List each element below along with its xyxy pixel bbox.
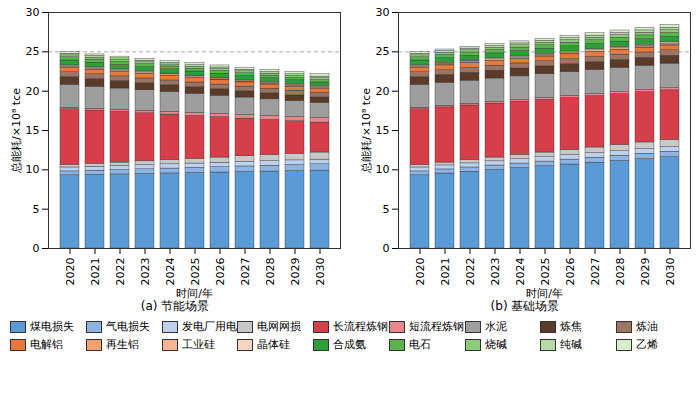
- html-text:电网网损: 电网网损: [257, 320, 302, 333]
- svg-text:2021: 2021: [439, 258, 452, 286]
- svg-text:2027: 2027: [589, 258, 602, 286]
- html-text:乙烯: 乙烯: [636, 338, 659, 351]
- html-text:电解铝: 电解铝: [30, 338, 63, 351]
- svg-text:15: 15: [26, 124, 40, 137]
- html-text:烧碱: 烧碱: [484, 338, 507, 351]
- svg-text:30: 30: [376, 6, 390, 19]
- svg-text:15: 15: [376, 124, 390, 137]
- html-text:纯碱: 纯碱: [560, 338, 583, 351]
- html-text:炼焦: 炼焦: [560, 320, 583, 333]
- svg-text:时间/年: 时间/年: [526, 287, 563, 300]
- svg-text:2020: 2020: [414, 258, 427, 286]
- svg-text:2021: 2021: [89, 258, 102, 286]
- html-text:长流程炼钢: 长流程炼钢: [333, 320, 389, 333]
- svg-text:30: 30: [26, 6, 40, 19]
- html-text:短流程炼钢: 短流程炼钢: [408, 320, 464, 333]
- svg-text:2026: 2026: [564, 258, 577, 286]
- svg-text:25: 25: [26, 45, 40, 58]
- html-text:发电厂用电: 发电厂用电: [181, 320, 237, 333]
- svg-text:2024: 2024: [164, 258, 177, 286]
- svg-text:10: 10: [26, 163, 40, 176]
- svg-text:2030: 2030: [314, 258, 327, 286]
- html-text:炼油: 炼油: [636, 320, 659, 333]
- svg-text:2024: 2024: [514, 258, 527, 286]
- svg-text:20: 20: [376, 85, 390, 98]
- svg-text:5: 5: [33, 203, 40, 216]
- html-text:气电损失: 气电损失: [105, 320, 150, 333]
- svg-text:2025: 2025: [539, 258, 552, 286]
- svg-text:总能耗/×10⁸ tce: 总能耗/×10⁸ tce: [360, 88, 373, 174]
- html-text:电石: 电石: [408, 338, 431, 351]
- svg-text:25: 25: [376, 45, 390, 58]
- svg-text:时间/年: 时间/年: [176, 287, 213, 300]
- svg-text:2022: 2022: [464, 258, 477, 286]
- svg-text:2023: 2023: [489, 258, 502, 286]
- svg-text:20: 20: [26, 85, 40, 98]
- svg-text:2023: 2023: [139, 258, 152, 286]
- svg-text:2028: 2028: [614, 258, 627, 286]
- svg-text:2030: 2030: [664, 258, 677, 286]
- svg-text:2020: 2020: [64, 258, 77, 286]
- html-text:(b) 基础场景: (b) 基础场景: [490, 299, 560, 313]
- svg-text:2029: 2029: [639, 258, 652, 286]
- html-text:工业硅: 工业硅: [181, 338, 215, 351]
- svg-text:2026: 2026: [214, 258, 227, 286]
- svg-text:0: 0: [33, 242, 40, 255]
- svg-text:0: 0: [383, 242, 390, 255]
- svg-text:2022: 2022: [114, 258, 127, 286]
- svg-text:10: 10: [376, 163, 390, 176]
- svg-text:2028: 2028: [264, 258, 277, 286]
- svg-text:2029: 2029: [289, 258, 302, 286]
- svg-text:总能耗/×10⁸ tce: 总能耗/×10⁸ tce: [10, 88, 23, 174]
- svg-text:2027: 2027: [239, 258, 252, 286]
- html-text:再生铝: 再生铝: [105, 338, 139, 351]
- svg-text:5: 5: [383, 203, 390, 216]
- html-text:水泥: 水泥: [484, 320, 507, 333]
- html-text:煤电损失: 煤电损失: [30, 320, 74, 333]
- html-text:合成氨: 合成氨: [333, 338, 367, 351]
- html-text:晶体硅: 晶体硅: [257, 338, 291, 351]
- html-text:(a) 节能场景: (a) 节能场景: [140, 299, 210, 313]
- svg-text:2025: 2025: [189, 258, 202, 286]
